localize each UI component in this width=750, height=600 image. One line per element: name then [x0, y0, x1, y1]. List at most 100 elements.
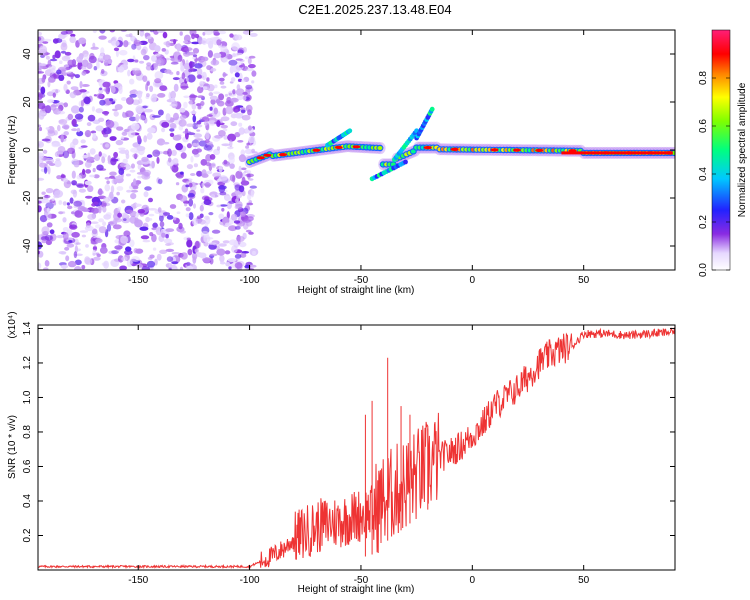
noise-blob	[232, 174, 236, 183]
noise-blob	[223, 159, 228, 165]
noise-blob	[194, 138, 203, 141]
noise-blob	[139, 226, 149, 231]
snr-x-ticks: -150 -100 -50 0 50	[128, 325, 590, 586]
noise-blob	[87, 185, 94, 193]
noise-blob	[152, 222, 158, 229]
noise-blob	[58, 74, 65, 82]
noise-blob	[180, 152, 187, 159]
noise-blob	[159, 85, 168, 91]
noise-blob	[202, 257, 212, 263]
noise-blob	[98, 226, 107, 234]
noise-blob	[120, 136, 125, 140]
noise-blob	[192, 115, 197, 123]
colorbar-ticks: 0.0 0.2 0.4 0.6 0.8	[698, 71, 730, 277]
noise-blob	[213, 107, 218, 115]
noise-blob	[52, 92, 56, 98]
noise-blob	[106, 180, 110, 185]
noise-blob	[117, 212, 122, 218]
noise-blob	[234, 184, 241, 191]
noise-blob	[117, 66, 125, 73]
noise-blob	[116, 126, 124, 131]
noise-blob	[95, 108, 104, 114]
noise-blob	[131, 43, 137, 50]
noise-blob	[145, 83, 149, 92]
noise-blob	[191, 33, 196, 40]
noise-blob	[175, 182, 180, 186]
noise-blob	[134, 90, 143, 95]
noise-blob	[146, 35, 152, 40]
signal-peak	[263, 153, 272, 157]
noise-blob	[250, 189, 255, 198]
noise-blob	[46, 222, 53, 228]
noise-blob	[98, 35, 107, 40]
noise-blob	[245, 170, 252, 174]
noise-blob	[81, 71, 87, 76]
noise-blob	[237, 140, 244, 143]
noise-blob	[186, 261, 191, 266]
chart-title: C2E1.2025.237.13.48.E04	[298, 2, 452, 17]
spectrogram-panel: -150 -100 -50 0 50 -40 -20 0 20 40 Height of str…	[7, 29, 676, 296]
noise-blob	[247, 57, 252, 65]
noise-blob	[118, 86, 123, 94]
spectrogram-x-ticks: -150 -100 -50 0 50	[128, 30, 590, 286]
noise-blob	[196, 170, 203, 177]
noise-blob	[240, 167, 247, 171]
noise-blob	[152, 115, 161, 118]
noise-blob	[113, 47, 120, 52]
noise-blob	[104, 176, 111, 180]
noise-blob	[252, 250, 256, 256]
noise-blob	[192, 47, 200, 54]
noise-blob	[80, 145, 88, 148]
noise-blob	[127, 69, 131, 77]
noise-blob	[38, 141, 44, 148]
noise-blob	[176, 134, 182, 138]
noise-blob	[218, 213, 225, 220]
y-tick-label: -20	[22, 190, 33, 205]
noise-blob	[102, 221, 107, 226]
signal-peak-band	[561, 151, 673, 155]
noise-blob	[187, 248, 193, 256]
noise-blob	[84, 180, 92, 186]
noise-blob	[46, 207, 50, 213]
y-tick-label: -40	[22, 238, 33, 253]
noise-blob	[165, 248, 175, 252]
noise-blob	[159, 221, 165, 228]
noise-blob	[39, 215, 48, 223]
noise-blob	[103, 59, 109, 67]
noise-blob	[247, 178, 254, 181]
noise-blob	[124, 110, 134, 118]
noise-blob	[187, 74, 196, 83]
y-tick-label: 1.0	[22, 390, 33, 404]
noise-blob	[183, 95, 190, 99]
noise-blob	[43, 194, 51, 199]
noise-blob	[234, 72, 240, 78]
noise-blob	[234, 34, 243, 41]
noise-blob	[148, 208, 158, 211]
noise-blob	[227, 133, 237, 142]
colorbar-tick-label: 0.2	[698, 215, 709, 229]
noise-blob	[112, 224, 122, 230]
noise-blob	[219, 81, 225, 85]
noise-blob	[54, 50, 61, 59]
noise-blob	[137, 175, 142, 179]
noise-blob	[101, 156, 106, 164]
noise-blob	[240, 109, 246, 114]
noise-blob	[38, 31, 42, 36]
noise-blob	[175, 142, 184, 151]
noise-blob	[228, 59, 238, 66]
noise-blob	[163, 238, 173, 244]
noise-blob	[157, 30, 166, 33]
noise-blob	[134, 59, 139, 63]
noise-blob	[228, 239, 238, 246]
noise-blob	[222, 58, 228, 63]
noise-blob	[231, 42, 240, 51]
noise-blob	[124, 164, 130, 168]
noise-blob	[95, 125, 104, 132]
noise-blob	[109, 30, 116, 33]
noise-blob	[84, 225, 94, 232]
noise-blob	[196, 215, 202, 220]
noise-blob	[90, 46, 99, 50]
noise-blob	[162, 212, 171, 216]
noise-blob	[186, 51, 195, 56]
noise-blob	[148, 218, 153, 221]
